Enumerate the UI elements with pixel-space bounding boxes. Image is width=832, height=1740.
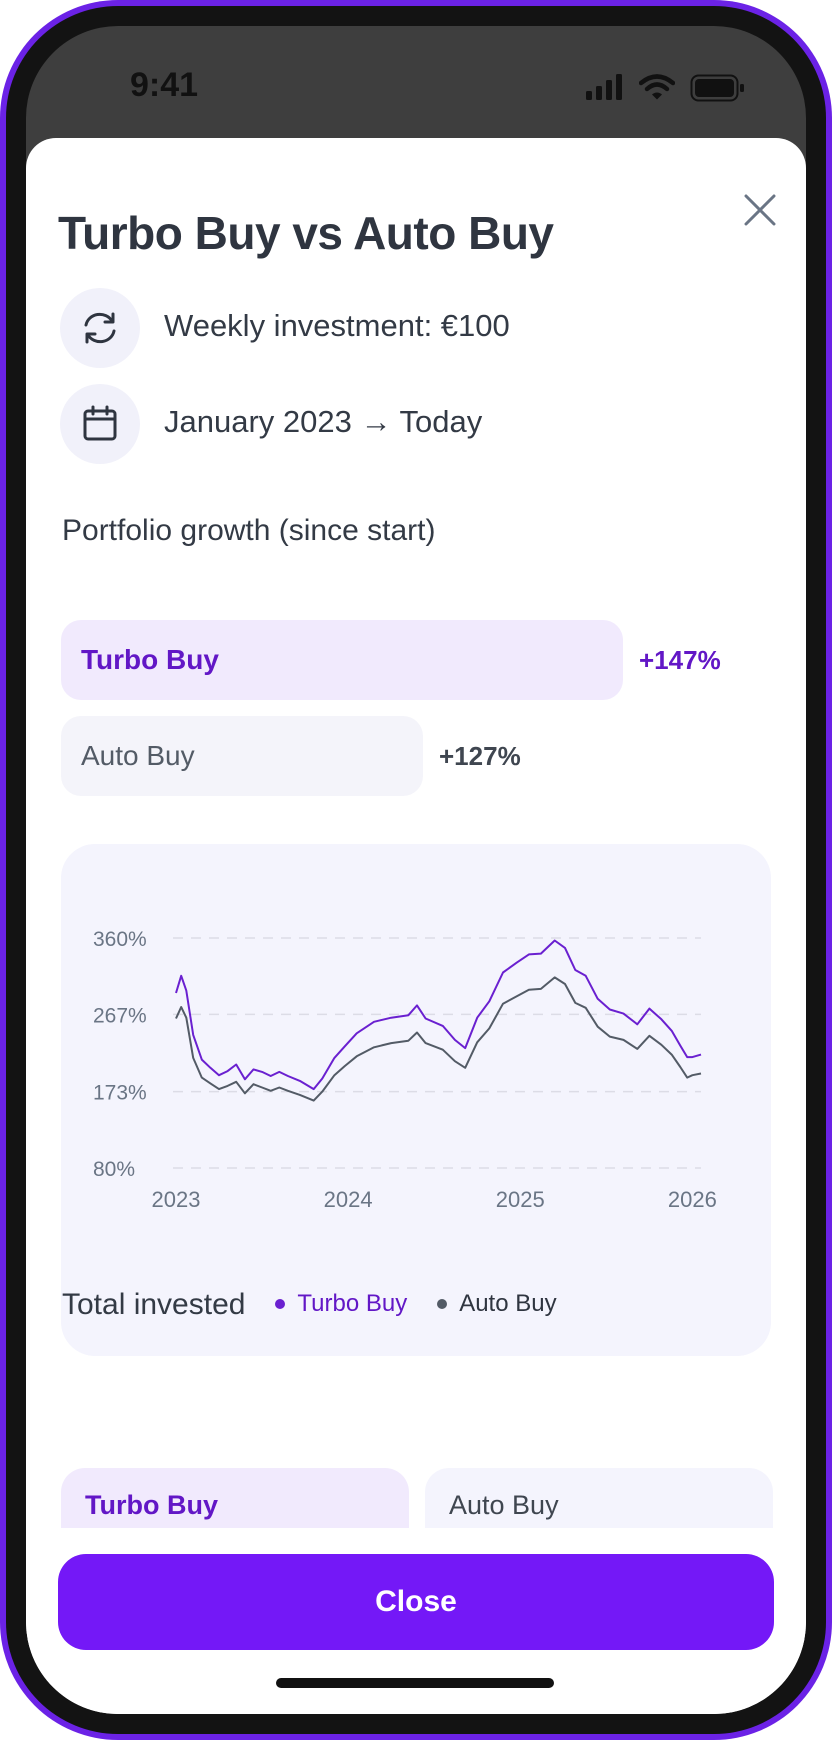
y-tick-label: 80%	[93, 1158, 135, 1181]
chart-series	[175, 939, 702, 1102]
chart-x-ticks: 2023 2024 2025 2026	[152, 1187, 717, 1212]
y-tick-label: 173%	[93, 1082, 147, 1105]
chart-y-ticks: 360% 267% 173% 80%	[93, 928, 147, 1181]
total-invested-turbo-label: Turbo Buy	[85, 1490, 218, 1520]
x-tick-label: 2023	[152, 1187, 201, 1212]
legend-turbo-label: Turbo Buy	[297, 1290, 408, 1317]
status-time: 9:41	[130, 66, 199, 104]
wifi-icon	[639, 74, 675, 100]
legend-auto-dot	[437, 1299, 448, 1309]
sheet-title: Turbo Buy vs Auto Buy	[58, 207, 554, 259]
battery-icon	[690, 74, 744, 102]
legend-auto-label: Auto Buy	[459, 1290, 557, 1317]
legend-turbo-buy: Turbo Buy	[275, 1290, 407, 1318]
legend-auto-buy: Auto Buy	[437, 1290, 557, 1318]
total-invested-auto-label: Auto Buy	[449, 1490, 559, 1520]
growth-chart: 360% 267% 173% 80% 2023 2024 2025 2026	[93, 928, 717, 1212]
legend-turbo-dot	[275, 1299, 286, 1309]
total-invested-label: Total invested	[62, 1288, 246, 1321]
turbo-buy-series-line	[175, 939, 702, 1091]
x-tick-label: 2026	[668, 1187, 717, 1212]
turbo-buy-growth-bar: Turbo Buy	[61, 620, 623, 700]
auto-buy-bar-label: Auto Buy	[81, 740, 195, 771]
turbo-buy-growth-value: +147%	[639, 645, 721, 675]
weekly-investment-text: Weekly investment: €100	[164, 308, 510, 343]
growth-chart-card: 360% 267% 173% 80% 2023 2024 2025 2026 Turbo B…	[61, 844, 771, 1356]
date-range-text: January 2023 → Today	[164, 404, 483, 439]
chart-legend: Turbo Buy Auto Buy	[61, 1284, 771, 1324]
auto-buy-series-line	[175, 976, 702, 1102]
phone-screen: 9:41 Turbo Buy vs Auto Buy Weekly inves	[26, 26, 806, 1714]
x-tick-label: 2025	[496, 1187, 545, 1212]
calendar-icon-badge	[60, 384, 140, 464]
refresh-icon	[84, 312, 116, 344]
y-tick-label: 267%	[93, 1004, 147, 1027]
calendar-icon	[83, 405, 117, 441]
x-tick-label: 2024	[324, 1187, 373, 1212]
close-button[interactable]: Close	[58, 1554, 774, 1650]
portfolio-growth-label: Portfolio growth (since start)	[62, 514, 436, 547]
auto-buy-growth-bar: Auto Buy	[61, 716, 423, 796]
home-indicator	[276, 1678, 554, 1688]
signal-icon	[586, 74, 622, 100]
y-tick-label: 360%	[93, 928, 147, 951]
turbo-buy-bar-label: Turbo Buy	[81, 644, 219, 675]
comparison-sheet: Turbo Buy vs Auto Buy Weekly investment:…	[26, 138, 806, 1714]
close-icon[interactable]	[740, 190, 780, 230]
refresh-icon-badge	[60, 288, 140, 368]
chart-grid	[173, 937, 701, 1169]
auto-buy-growth-value: +127%	[439, 741, 521, 771]
